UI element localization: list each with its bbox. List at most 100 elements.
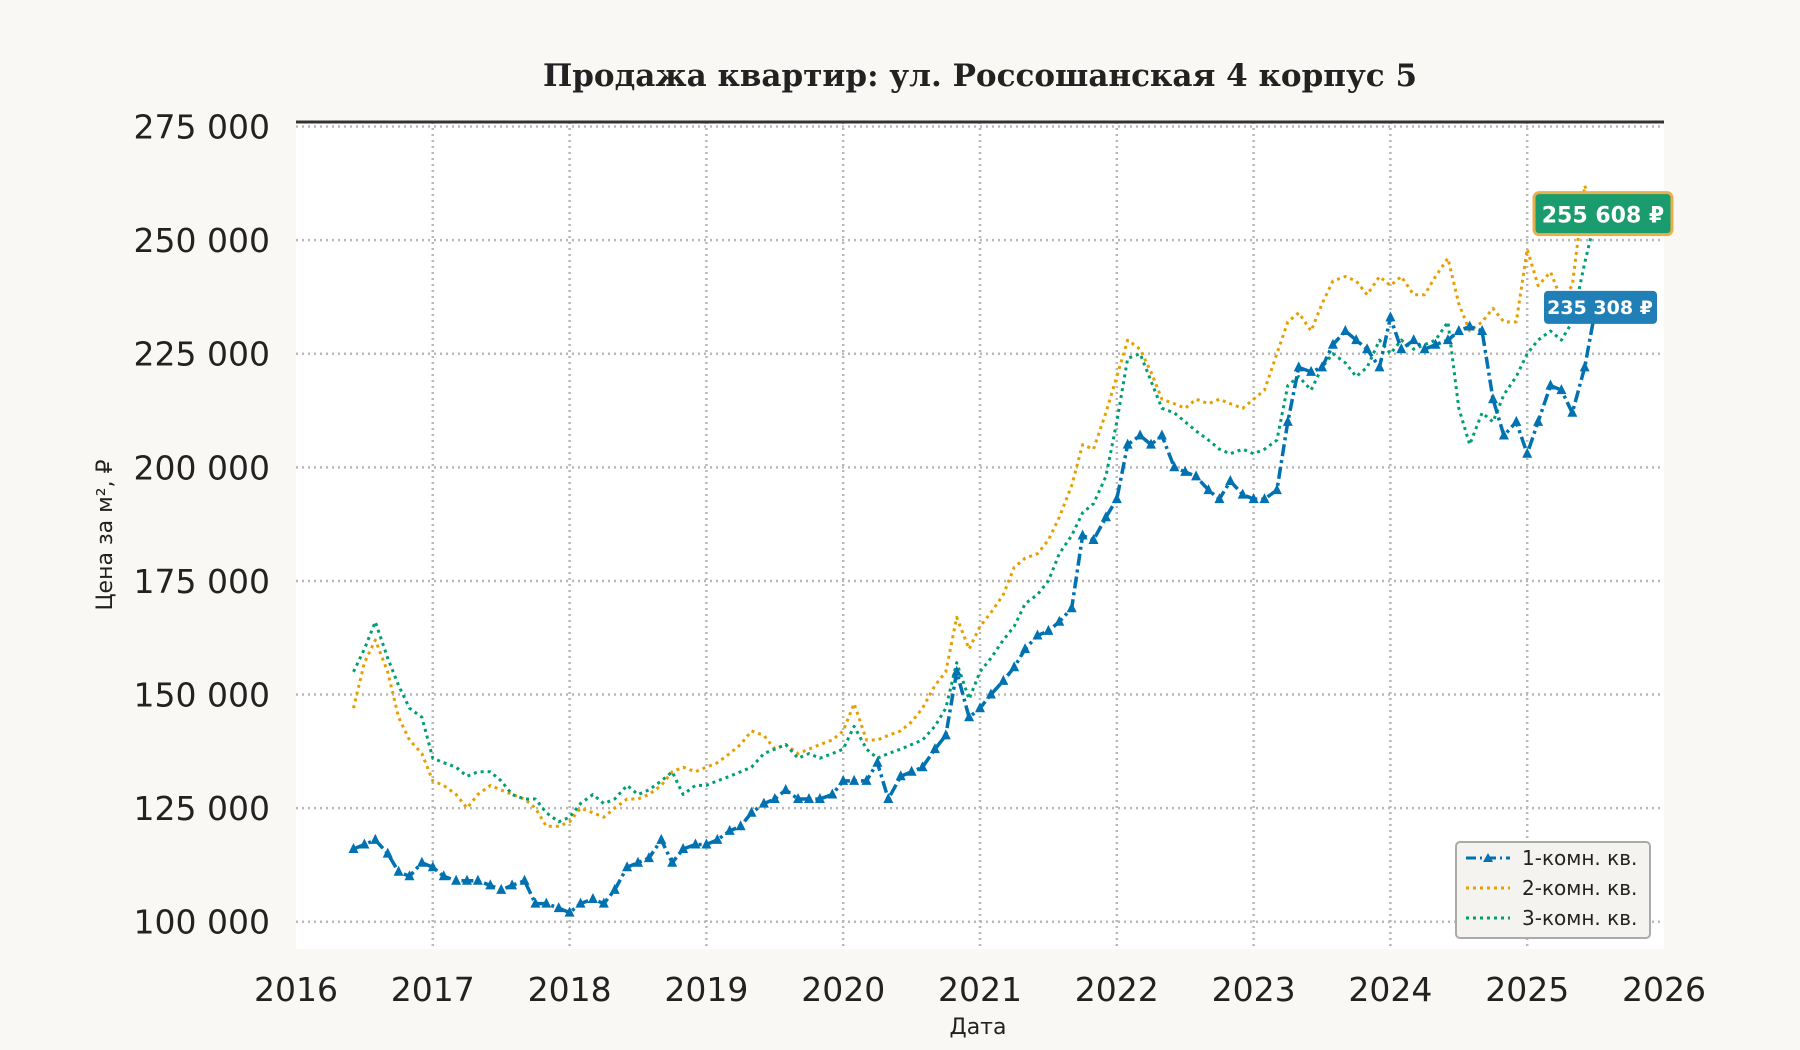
x-axis-ticks: 2016 2017 2018 2019 2020 2021 2022 2023 2024 2025… [254, 970, 1706, 1009]
x-tick-label: 2021 [938, 970, 1022, 1009]
data-point-1 [758, 797, 769, 808]
data-point-1 [1180, 465, 1191, 476]
x-tick-label: 2017 [391, 970, 475, 1009]
data-point-1 [701, 838, 712, 849]
data-point-1 [861, 774, 872, 785]
y-tick-label: 200 000 [134, 448, 270, 487]
data-point-1 [359, 838, 370, 849]
data-point-1 [690, 838, 701, 849]
data-point-1 [1442, 334, 1453, 345]
data-point-1 [724, 824, 735, 835]
data-point-1 [370, 833, 381, 844]
x-tick-label: 2025 [1485, 970, 1569, 1009]
data-point-1 [998, 674, 1009, 685]
data-point-1 [1237, 488, 1248, 499]
data-point-1 [1579, 361, 1590, 372]
x-tick-label: 2026 [1622, 970, 1706, 1009]
data-point-1 [838, 774, 849, 785]
grid-lines [296, 122, 1664, 949]
data-point-1 [1498, 429, 1509, 440]
data-point-1 [849, 774, 860, 785]
data-point-1 [1077, 529, 1088, 540]
data-point-1 [656, 833, 667, 844]
data-point-1 [975, 702, 985, 713]
data-point-1 [1225, 475, 1236, 485]
data-point-1 [1545, 379, 1556, 390]
series-line-3 [352, 217, 1598, 824]
data-point-1 [1396, 343, 1407, 354]
data-point-1 [1293, 361, 1304, 372]
data-point-1 [382, 847, 393, 858]
data-point-1 [1032, 629, 1043, 640]
data-point-1 [404, 870, 415, 881]
legend: 1-комн. кв. 2-комн. кв. 3-комн. кв. [1455, 841, 1651, 939]
data-point-1 [1020, 643, 1031, 654]
data-point-1 [1054, 615, 1065, 626]
data-point-1 [1111, 493, 1122, 504]
data-point-1 [780, 784, 791, 794]
data-point-1 [1464, 320, 1475, 331]
x-tick-label: 2020 [801, 970, 885, 1009]
x-tick-label: 2019 [664, 970, 748, 1009]
data-point-1 [872, 756, 883, 767]
data-point-1 [1135, 429, 1146, 440]
data-point-1 [472, 874, 483, 885]
data-point-1 [1533, 415, 1544, 426]
data-point-1 [507, 879, 518, 890]
data-point-1 [598, 897, 609, 908]
data-point-1 [735, 820, 746, 831]
y-tick-label: 250 000 [134, 221, 270, 260]
data-point-1 [1043, 624, 1054, 635]
data-point-1 [1327, 338, 1338, 349]
data-point-1 [564, 906, 575, 917]
data-point-1 [1146, 438, 1156, 449]
data-point-1 [804, 793, 814, 803]
data-point-1 [541, 897, 552, 908]
data-point-1 [1203, 484, 1214, 495]
data-point-1 [1214, 493, 1225, 504]
x-tick-label: 2024 [1348, 970, 1432, 1009]
data-point-1 [1351, 334, 1362, 345]
data-point-1 [643, 852, 654, 863]
data-point-1 [587, 893, 598, 903]
y-tick-label: 150 000 [134, 676, 270, 715]
data-point-1 [1100, 511, 1111, 522]
y-tick-label: 225 000 [134, 335, 270, 374]
data-point-1 [1430, 338, 1441, 349]
data-point-1 [519, 874, 530, 885]
x-tick-label: 2022 [1075, 970, 1159, 1009]
data-point-1 [917, 761, 928, 772]
data-point-1 [1191, 470, 1202, 481]
y-tick-label: 100 000 [134, 903, 270, 942]
data-point-1 [1248, 493, 1259, 504]
x-tick-label: 2023 [1212, 970, 1296, 1009]
legend-label-1: 1-комн. кв. [1522, 846, 1637, 870]
data-point-1 [1362, 343, 1373, 354]
plot-area [296, 122, 1664, 949]
data-point-1 [985, 688, 996, 699]
y-tick-label: 125 000 [134, 789, 270, 828]
data-point-1 [1317, 361, 1327, 372]
chart-title: Продажа квартир: ул. Россошанская 4 корп… [543, 58, 1417, 94]
data-point-1 [427, 861, 438, 872]
data-point-1 [827, 788, 838, 799]
data-point-1 [1009, 661, 1020, 672]
data-point-1 [906, 765, 917, 776]
y-tick-label: 175 000 [134, 562, 270, 601]
data-point-1 [1156, 429, 1167, 440]
data-point-1 [1385, 311, 1396, 322]
y-axis-ticks: 100 000 125 000 150 000 175 000 200 000 225 0… [134, 108, 270, 942]
data-point-1 [393, 865, 404, 876]
data-point-1 [1306, 365, 1317, 376]
data-point-1 [1488, 393, 1498, 404]
data-point-1 [1066, 602, 1077, 613]
data-point-1 [1522, 447, 1533, 458]
last-value-text-1room: 235 308 ₽ [1547, 297, 1653, 319]
y-tick-label: 275 000 [134, 108, 270, 147]
legend-box [1455, 841, 1651, 939]
data-point-1 [667, 856, 678, 867]
data-point-1 [462, 874, 472, 885]
data-point-1 [895, 770, 906, 781]
